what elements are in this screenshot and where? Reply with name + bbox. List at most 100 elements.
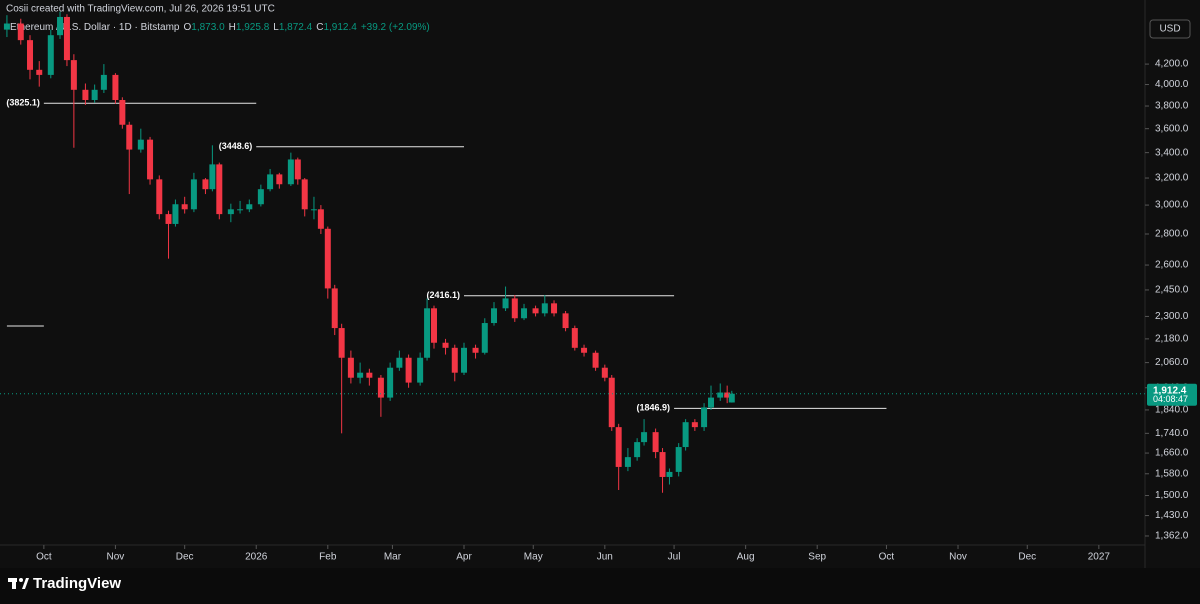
candle-body (608, 377, 615, 428)
candle-body (216, 164, 223, 215)
legend-c: 1,912.4 (323, 22, 357, 33)
y-tick-label: 3,800.0 (1155, 101, 1189, 112)
candle-body (581, 347, 588, 353)
legend-h-label: H (229, 22, 236, 33)
legend-l: 1,872.4 (279, 22, 313, 33)
candle-body (27, 40, 34, 70)
candle-body (405, 357, 412, 383)
candle-body (190, 179, 197, 210)
x-tick-label: Jun (597, 552, 613, 563)
logo-shape (19, 578, 23, 582)
candle-body (624, 457, 631, 467)
y-tick-label: 4,000.0 (1155, 79, 1189, 90)
candle-body (717, 392, 724, 398)
y-tick-label: 2,060.0 (1155, 357, 1189, 368)
candle-body (57, 16, 64, 36)
currency-button[interactable] (1149, 19, 1191, 39)
x-tick-label: Aug (737, 552, 755, 563)
candle-body (165, 214, 172, 224)
candle-body (592, 352, 599, 368)
candle-body (338, 328, 345, 358)
level-label: (2416.1) (426, 290, 460, 300)
candle-body (615, 427, 622, 467)
candle-body (172, 204, 179, 224)
candle-body (502, 298, 509, 309)
candle-body (181, 204, 188, 210)
x-tick-label: Jul (668, 552, 681, 563)
currency[interactable]: USD (1159, 24, 1180, 35)
candle-body (724, 392, 731, 398)
candle-body (682, 422, 689, 448)
candle-body (701, 407, 708, 428)
y-tick-label: 2,180.0 (1155, 334, 1189, 345)
logo-shape (22, 578, 29, 589)
candle-body (63, 16, 70, 61)
candle-body (511, 298, 518, 319)
x-tick-label: May (524, 552, 543, 563)
legend-change: +39.2 (+2.09%) (361, 22, 430, 33)
candle-body (430, 308, 437, 343)
candle-body (70, 60, 77, 90)
candle-body (641, 432, 648, 443)
y-tick-label: 1,500.0 (1155, 490, 1189, 501)
x-tick-label: Nov (107, 552, 125, 563)
candle-body (237, 209, 244, 211)
candle-body (675, 447, 682, 472)
candle-body (491, 308, 498, 324)
candle-body (377, 377, 384, 398)
y-tick-label: 3,200.0 (1155, 173, 1189, 184)
candle-body (424, 308, 431, 358)
y-tick-label: 1,840.0 (1155, 405, 1189, 416)
credit: Cosii created with TradingView.com, Jul … (6, 4, 275, 15)
x-tick-label: 2026 (245, 552, 268, 563)
candle-body (396, 357, 403, 368)
legend: Ethereum / U.S. Dollar · 1D · Bitstamp O1… (10, 22, 430, 33)
candle-body (112, 74, 119, 101)
candle-body (246, 204, 253, 210)
candle-body (147, 139, 154, 180)
candle-body (137, 139, 144, 150)
legend-o: 1,873.0 (191, 22, 225, 33)
x-tick-label: Oct (36, 552, 52, 563)
candle-body (310, 209, 317, 211)
x-tick-label: Mar (384, 552, 402, 563)
candle-body (652, 432, 659, 453)
candle-body (708, 397, 715, 408)
candle-body (301, 179, 308, 210)
candle-body (202, 179, 209, 190)
legend-c-label: C (316, 22, 323, 33)
candle-body (541, 303, 548, 314)
y-tick-label: 2,450.0 (1155, 285, 1189, 296)
y-tick-label: 1,580.0 (1155, 468, 1189, 479)
candle-body (634, 442, 641, 458)
brand: TradingView (33, 575, 121, 592)
candle-body (417, 357, 424, 383)
y-tick-label: 1,362.0 (1155, 531, 1189, 542)
legend-h: 1,925.8 (236, 22, 270, 33)
legend-l-label: L (273, 22, 279, 33)
y-tick-label: 3,000.0 (1155, 200, 1189, 211)
x-tick-label: Feb (319, 552, 337, 563)
countdown: 04:08:47 (1153, 394, 1188, 404)
candle-body (521, 308, 528, 319)
legend-o-label: O (184, 22, 192, 33)
candle-body (562, 313, 569, 329)
candle-body (461, 347, 468, 373)
y-tick-label: 2,800.0 (1155, 229, 1189, 240)
x-tick-label: Apr (456, 552, 472, 563)
y-tick-label: 3,400.0 (1155, 147, 1189, 158)
y-tick-label: 2,300.0 (1155, 311, 1189, 322)
y-tick-label: 1,740.0 (1155, 428, 1189, 439)
candle-body (287, 159, 294, 185)
candle-body (387, 367, 394, 398)
candle-body (551, 303, 558, 314)
candle-body (47, 35, 54, 75)
candle-body (659, 452, 666, 477)
candle-body (36, 69, 43, 75)
candle-body (347, 357, 354, 378)
candle-body (451, 347, 458, 373)
candle-body (532, 308, 539, 314)
